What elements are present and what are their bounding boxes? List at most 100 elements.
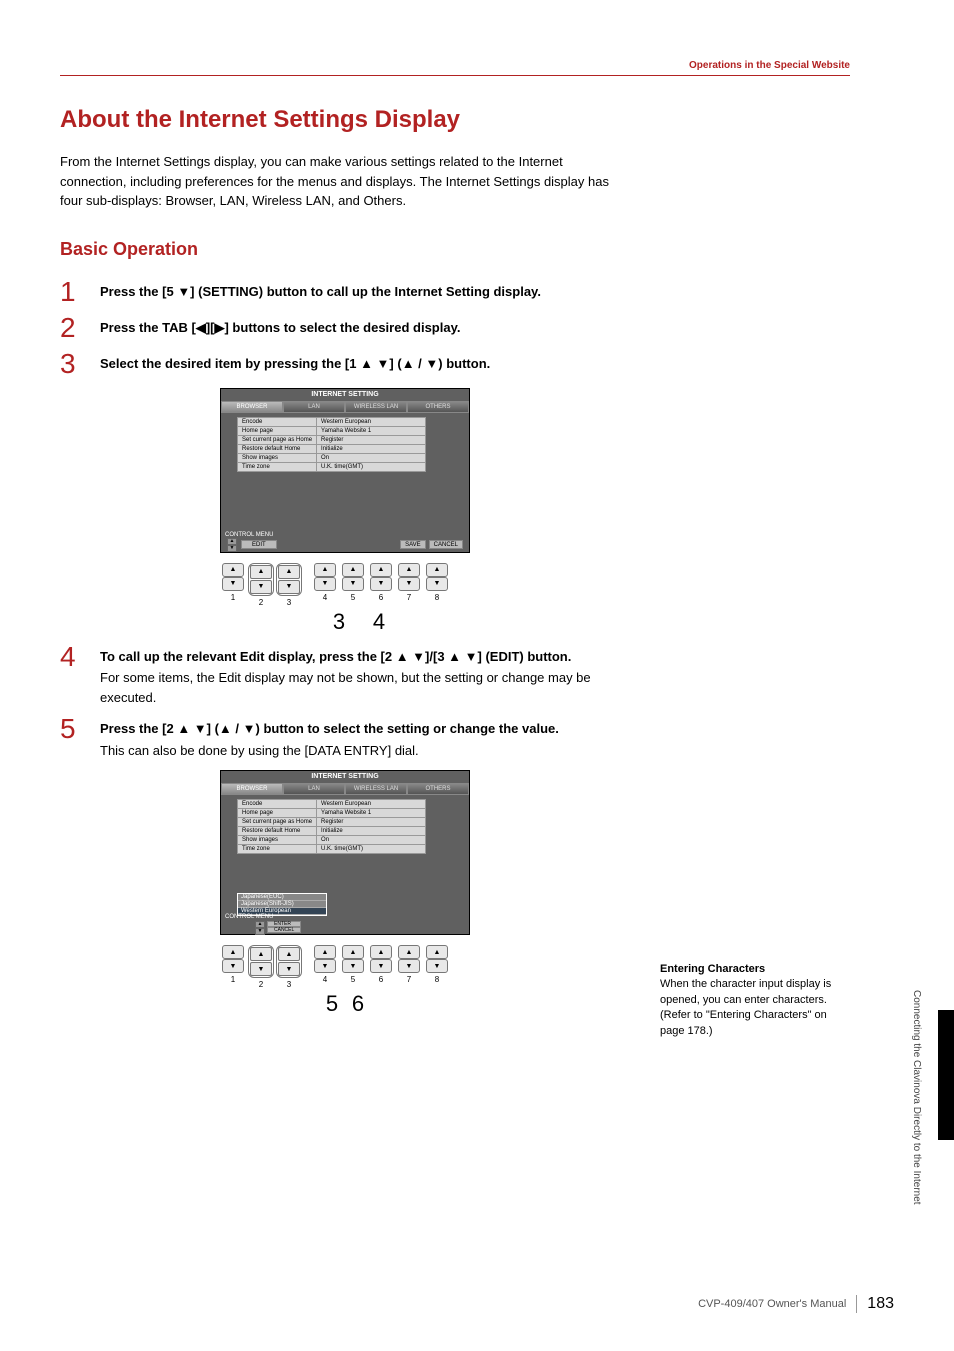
- setting-value: On: [317, 453, 426, 462]
- panel-button-3[interactable]: ▲▼3: [276, 945, 302, 989]
- panel-button-8[interactable]: ▲▼8: [424, 563, 450, 602]
- manual-name: CVP-409/407 Owner's Manual: [698, 1298, 846, 1310]
- cancel-button[interactable]: CANCEL: [267, 927, 301, 933]
- table-row: Restore default HomeInitialize: [238, 444, 426, 453]
- tab-bar: BROWSER LAN WIRELESS LAN OTHERS: [221, 401, 469, 413]
- side-note: Entering Characters When the character i…: [660, 962, 840, 1039]
- tab-browser[interactable]: BROWSER: [221, 401, 283, 413]
- step-number: 3: [60, 350, 100, 378]
- step-3: 3 Select the desired item by pressing th…: [60, 350, 620, 378]
- table-row: Show imagesOn: [238, 453, 426, 462]
- step-1: 1 Press the [5 ▼] (SETTING) button to ca…: [60, 278, 620, 306]
- step-number: 5: [60, 715, 100, 743]
- screenshot-2: INTERNET SETTING BROWSER LAN WIRELESS LA…: [220, 770, 470, 1017]
- panel-button-7[interactable]: ▲▼7: [396, 563, 422, 602]
- side-note-title: Entering Characters: [660, 962, 840, 977]
- setting-value: Initialize: [317, 444, 426, 453]
- table-row: EncodeWestern European: [238, 800, 426, 809]
- updown-arrows[interactable]: ▲▼: [255, 921, 265, 933]
- tab-lan[interactable]: LAN: [283, 783, 345, 795]
- setting-value: Register: [317, 435, 426, 444]
- setting-key: Home page: [238, 426, 317, 435]
- page-number: 183: [856, 1295, 894, 1313]
- section-header: Operations in the Special Website: [60, 60, 850, 76]
- panel-button-1[interactable]: ▲▼1: [220, 945, 246, 984]
- screen: INTERNET SETTING BROWSER LAN WIRELESS LA…: [220, 388, 470, 553]
- setting-key: Time zone: [238, 462, 317, 471]
- screen-title: INTERNET SETTING: [221, 391, 469, 398]
- setting-value: Western European: [317, 800, 426, 809]
- subsection-title: Basic Operation: [60, 239, 894, 260]
- setting-value: Yamaha Website 1: [317, 809, 426, 818]
- tab-others[interactable]: OTHERS: [407, 401, 469, 413]
- setting-value: Western European: [317, 417, 426, 426]
- indicator-labels: 34: [220, 609, 470, 635]
- screen-title: INTERNET SETTING: [221, 773, 469, 780]
- step-text: To call up the relevant Edit display, pr…: [100, 647, 620, 667]
- screenshot-1: INTERNET SETTING BROWSER LAN WIRELESS LA…: [220, 388, 470, 635]
- panel-buttons: ▲▼1 ▲▼2 ▲▼3 ▲▼4 ▲▼5 ▲▼6 ▲▼7 ▲▼8: [220, 563, 470, 607]
- intro-paragraph: From the Internet Settings display, you …: [60, 152, 620, 211]
- panel-button-6[interactable]: ▲▼6: [368, 563, 394, 602]
- setting-key: Set current page as Home: [238, 435, 317, 444]
- step-4: 4 To call up the relevant Edit display, …: [60, 643, 620, 708]
- setting-key: Home page: [238, 809, 317, 818]
- setting-value: On: [317, 836, 426, 845]
- tab-others[interactable]: OTHERS: [407, 783, 469, 795]
- setting-key: Encode: [238, 800, 317, 809]
- panel-button-6[interactable]: ▲▼6: [368, 945, 394, 984]
- setting-key: Encode: [238, 417, 317, 426]
- tab-browser[interactable]: BROWSER: [221, 783, 283, 795]
- step-extra: For some items, the Edit display may not…: [100, 668, 620, 707]
- setting-key: Show images: [238, 836, 317, 845]
- step-text: Press the [5 ▼] (SETTING) button to call…: [100, 282, 620, 302]
- table-row: Time zoneU.K. time(GMT): [238, 462, 426, 471]
- panel-button-8[interactable]: ▲▼8: [424, 945, 450, 984]
- bottom-controls: ▲▼ EDIT SAVE CANCEL: [221, 538, 469, 551]
- panel-buttons: ▲▼1 ▲▼2 ▲▼3 ▲▼4 ▲▼5 ▲▼6 ▲▼7 ▲▼8: [220, 945, 470, 989]
- save-button[interactable]: SAVE: [400, 540, 426, 549]
- step-2: 2 Press the TAB [◀][▶] buttons to select…: [60, 314, 620, 342]
- side-note-body: When the character input display is open…: [660, 977, 840, 1039]
- step-text: Press the [2 ▲ ▼] (▲ / ▼) button to sele…: [100, 719, 620, 739]
- panel-button-2[interactable]: ▲▼2: [248, 563, 274, 607]
- table-row: Time zoneU.K. time(GMT): [238, 845, 426, 854]
- popup-option[interactable]: Japanese(EUC): [238, 894, 326, 901]
- step-body: Select the desired item by pressing the …: [100, 350, 620, 374]
- panel-button-1[interactable]: ▲▼1: [220, 563, 246, 602]
- setting-key: Time zone: [238, 845, 317, 854]
- page: Operations in the Special Website About …: [0, 0, 954, 1351]
- bottom-controls: ▲▼ ENTER CANCEL: [221, 920, 469, 933]
- table-row: Home pageYamaha Website 1: [238, 426, 426, 435]
- step-text: Press the TAB [◀][▶] buttons to select t…: [100, 318, 620, 338]
- edge-tab: [938, 1010, 954, 1140]
- enter-cancel-group: ▲▼ ENTER CANCEL: [255, 921, 301, 933]
- panel-button-5[interactable]: ▲▼5: [340, 945, 366, 984]
- setting-value: Yamaha Website 1: [317, 426, 426, 435]
- popup-option[interactable]: Japanese(Shift-JIS): [238, 901, 326, 908]
- table-row: Home pageYamaha Website 1: [238, 809, 426, 818]
- panel-button-4[interactable]: ▲▼4: [312, 945, 338, 984]
- cancel-button[interactable]: CANCEL: [429, 540, 463, 549]
- table-row: Set current page as HomeRegister: [238, 435, 426, 444]
- settings-table: EncodeWestern European Home pageYamaha W…: [237, 799, 426, 854]
- table-row: Show imagesOn: [238, 836, 426, 845]
- panel-button-7[interactable]: ▲▼7: [396, 945, 422, 984]
- setting-value: Register: [317, 818, 426, 827]
- page-title: About the Internet Settings Display: [60, 106, 894, 134]
- edit-button[interactable]: EDIT: [241, 540, 277, 549]
- table-row: Restore default HomeInitialize: [238, 827, 426, 836]
- tab-wireless[interactable]: WIRELESS LAN: [345, 783, 407, 795]
- tab-wireless[interactable]: WIRELESS LAN: [345, 401, 407, 413]
- tab-lan[interactable]: LAN: [283, 401, 345, 413]
- updown-arrows[interactable]: ▲▼: [227, 538, 237, 550]
- chapter-label: Connecting the Clavinova Directly to the…: [911, 990, 922, 1205]
- setting-key: Show images: [238, 453, 317, 462]
- panel-button-2[interactable]: ▲▼2: [248, 945, 274, 989]
- panel-button-4[interactable]: ▲▼4: [312, 563, 338, 602]
- step-number: 4: [60, 643, 100, 671]
- step-body: Press the [2 ▲ ▼] (▲ / ▼) button to sele…: [100, 715, 620, 760]
- panel-button-3[interactable]: ▲▼3: [276, 563, 302, 607]
- panel-button-5[interactable]: ▲▼5: [340, 563, 366, 602]
- screen: INTERNET SETTING BROWSER LAN WIRELESS LA…: [220, 770, 470, 935]
